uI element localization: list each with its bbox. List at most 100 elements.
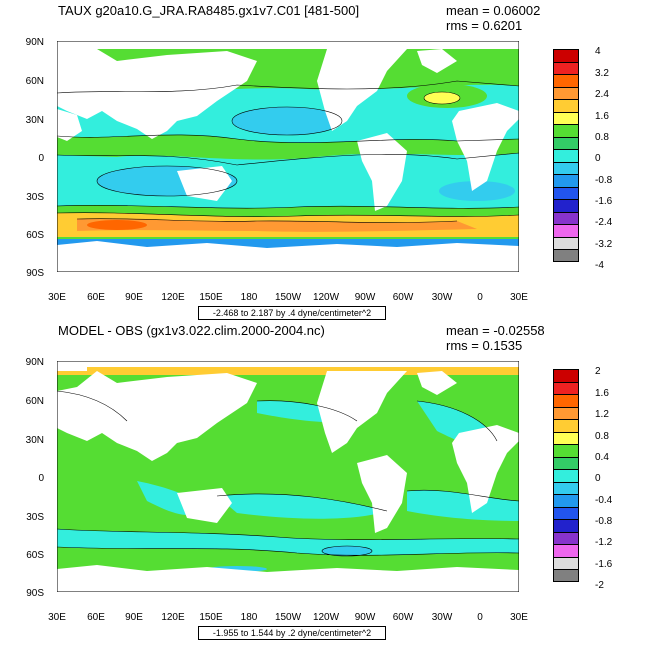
colorbar-swatch <box>553 469 579 482</box>
lon-label: 0 <box>477 612 483 623</box>
lat-label: 60N <box>25 76 44 87</box>
lat-label: 30S <box>26 192 44 203</box>
lat-label: 30N <box>25 115 44 126</box>
lat-label: 90S <box>26 268 44 279</box>
lon-label: 120W <box>312 292 340 303</box>
colorbar-swatch <box>553 111 579 124</box>
colorbar-swatch <box>553 544 579 557</box>
colorbar-label: 1.6 <box>595 111 609 122</box>
colorbar-swatch <box>553 236 579 249</box>
colorbar-label: -0.8 <box>595 175 613 186</box>
colorbar-label: -1.2 <box>595 537 613 548</box>
colorbar-swatch <box>553 49 579 62</box>
lon-label: 30E <box>510 292 528 303</box>
lon-label: 90W <box>354 612 376 623</box>
colorbar-swatch <box>553 531 579 544</box>
colorbar-label: 2 <box>595 366 601 377</box>
taux-contour-map <box>57 41 519 272</box>
lon-label: 150W <box>274 612 302 623</box>
model-obs-difference-map <box>57 361 519 592</box>
lat-label: 60S <box>26 230 44 241</box>
colorbar-swatch <box>553 74 579 87</box>
colorbar-label: -4 <box>595 260 604 271</box>
lon-label: 120W <box>312 612 340 623</box>
colorbar-label: 0.8 <box>595 132 609 143</box>
lon-label: 180 <box>240 292 258 303</box>
colorbar-swatch <box>553 394 579 407</box>
colorbar-swatch <box>553 444 579 457</box>
lon-label: 60W <box>392 292 414 303</box>
colorbar-label: -2 <box>595 580 604 591</box>
colorbar-swatch <box>553 381 579 394</box>
lon-label: 30E <box>48 292 66 303</box>
colorbar-swatch <box>553 369 579 382</box>
colorbar-swatch <box>553 86 579 99</box>
lon-label: 60E <box>87 292 105 303</box>
lat-label: 30S <box>26 512 44 523</box>
colorbar-swatch <box>553 249 579 262</box>
colorbar-label: -0.8 <box>595 516 613 527</box>
lat-label: 90N <box>25 37 44 48</box>
colorbar-swatch <box>553 99 579 112</box>
panel-title: TAUX g20a10.G_JRA.RA8485.gx1v7.C01 [481-… <box>58 3 360 18</box>
lat-label: 60S <box>26 550 44 561</box>
lon-label: 0 <box>477 292 483 303</box>
colorbar-swatch <box>553 494 579 507</box>
lon-label: 60E <box>87 612 105 623</box>
lon-label: 30E <box>510 612 528 623</box>
top-panel: TAUX g20a10.G_JRA.RA8485.gx1v7.C01 [481-… <box>0 0 647 320</box>
colorbar-swatch <box>553 431 579 444</box>
colorbar <box>553 369 579 582</box>
colorbar-swatch <box>553 149 579 162</box>
contour-range-label: -1.955 to 1.544 by .2 dyne/centimeter^2 <box>198 626 386 640</box>
colorbar-swatch <box>553 174 579 187</box>
colorbar-label: -2.4 <box>595 217 613 228</box>
colorbar-swatch <box>553 419 579 432</box>
colorbar-swatch <box>553 161 579 174</box>
colorbar-swatch <box>553 186 579 199</box>
mean-value: mean = 0.06002 <box>446 3 541 18</box>
colorbar-label: 0.8 <box>595 431 609 442</box>
lon-label: 30E <box>48 612 66 623</box>
colorbar-label: -3.2 <box>595 239 613 250</box>
colorbar-label: -0.4 <box>595 495 613 506</box>
colorbar-swatch <box>553 506 579 519</box>
colorbar-label: -1.6 <box>595 559 613 570</box>
lon-label: 180 <box>240 612 258 623</box>
lat-label: 60N <box>25 396 44 407</box>
colorbar-label: 3.2 <box>595 68 609 79</box>
colorbar-swatch <box>553 519 579 532</box>
colorbar-label: 1.2 <box>595 409 609 420</box>
panel-title: MODEL - OBS (gx1v3.022.clim.2000-2004.nc… <box>58 323 325 338</box>
colorbar-swatch <box>553 456 579 469</box>
lon-label: 30W <box>431 612 453 623</box>
colorbar-label: 4 <box>595 46 601 57</box>
lat-label: 90S <box>26 588 44 599</box>
rms-value: rms = 0.1535 <box>446 338 523 353</box>
rms-value: rms = 0.6201 <box>446 18 523 33</box>
colorbar-label: 0.4 <box>595 452 609 463</box>
colorbar-label: 0 <box>595 473 601 484</box>
lat-label: 90N <box>25 357 44 368</box>
lon-label: 150E <box>199 292 223 303</box>
colorbar-label: 2.4 <box>595 89 609 100</box>
colorbar-label: -1.6 <box>595 196 613 207</box>
lon-label: 90E <box>125 292 143 303</box>
colorbar-swatch <box>553 211 579 224</box>
colorbar-swatch <box>553 556 579 569</box>
lat-label: 0 <box>38 473 44 484</box>
lon-label: 30W <box>431 292 453 303</box>
colorbar-swatch <box>553 136 579 149</box>
lon-label: 90W <box>354 292 376 303</box>
lon-label: 120E <box>161 612 185 623</box>
lon-label: 120E <box>161 292 185 303</box>
lon-label: 60W <box>392 612 414 623</box>
colorbar-swatch <box>553 406 579 419</box>
colorbar-swatch <box>553 481 579 494</box>
lon-label: 150W <box>274 292 302 303</box>
colorbar-swatch <box>553 569 579 582</box>
lat-label: 30N <box>25 435 44 446</box>
colorbar <box>553 49 579 262</box>
lon-label: 90E <box>125 612 143 623</box>
bottom-panel: MODEL - OBS (gx1v3.022.clim.2000-2004.nc… <box>0 320 647 640</box>
